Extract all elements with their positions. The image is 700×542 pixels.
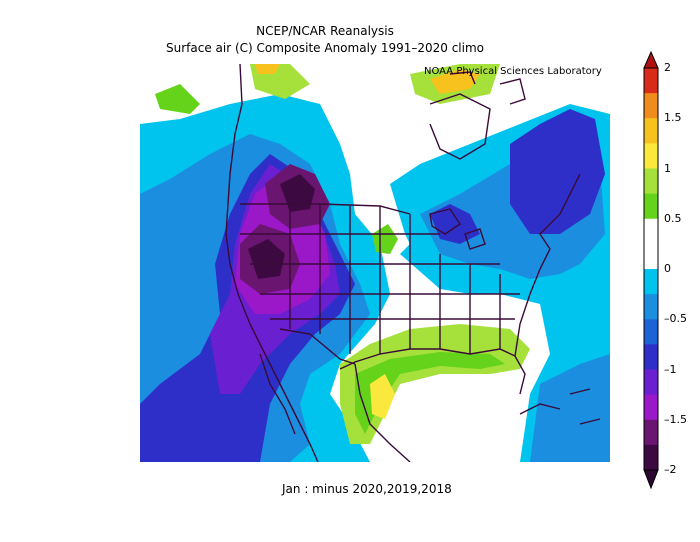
colorbar-segment <box>644 68 658 94</box>
field-yellow-gulf <box>370 374 395 419</box>
field-blue-southeast <box>530 354 610 462</box>
title-line-1: NCEP/NCAR Reanalysis <box>256 24 394 38</box>
colorbar-tick-label: 1 <box>664 161 671 175</box>
colorbar-segment <box>644 344 658 370</box>
field-indigo-lakes <box>430 204 480 244</box>
colorbar-segment <box>644 243 658 270</box>
canada-islands <box>449 71 526 105</box>
field-yellow-north <box>255 64 280 74</box>
colorbar-tick-label: –1.5 <box>664 412 687 426</box>
colorbar-frame <box>643 67 659 471</box>
coast-gulf <box>339 348 526 395</box>
footer-text: Jan : minus 2020,2019,2018 <box>282 482 452 496</box>
field-darkest-north <box>280 174 315 212</box>
title-line-2: Surface air (C) Composite Anomaly 1991–2… <box>165 41 485 55</box>
colorbar-tick-label: 0.5 <box>664 211 682 225</box>
colorbar-tick-label: –1 <box>664 362 677 376</box>
colorbar-segment <box>644 444 658 471</box>
anomaly-map <box>140 64 610 462</box>
coast-baja <box>259 353 296 435</box>
colorbar-segment <box>644 294 658 320</box>
colorbar <box>643 50 659 490</box>
field-green-gulf <box>355 352 505 434</box>
colorbar-segment <box>644 419 658 446</box>
boundaries <box>225 64 601 462</box>
colorbar-segment <box>644 143 658 169</box>
lakes <box>429 208 486 250</box>
coast-mexico-east <box>354 363 411 462</box>
colorbar-segment <box>644 369 658 396</box>
colorbar-tick-label: –0.5 <box>664 312 687 326</box>
field-indigo-northeast <box>510 109 605 234</box>
colorbar-max-arrow <box>643 50 659 69</box>
coast-east <box>514 173 581 357</box>
colorbar-segment <box>644 394 658 421</box>
colorbar-segment <box>644 93 658 119</box>
field-green-minnesota <box>372 224 398 254</box>
caribbean <box>519 388 601 425</box>
lab-label: NOAA Physical Sciences Laboratory <box>424 66 602 77</box>
colorbar-segment <box>644 118 658 144</box>
border-us-mexico <box>279 328 356 365</box>
colorbar-tick-label: –2 <box>664 463 677 476</box>
field-orange-hudson <box>430 69 480 94</box>
colorbar-segment <box>644 193 658 220</box>
state-lines <box>240 204 520 354</box>
colorbar-segment <box>644 168 658 195</box>
colorbar-tick-label: 2 <box>664 61 671 74</box>
colorbar-min-arrow <box>643 469 659 490</box>
coast-west <box>225 64 319 462</box>
hudson-bay <box>429 93 491 160</box>
colorbar-segment <box>644 218 658 245</box>
border-canada-us <box>240 203 411 215</box>
colorbar-tick-label: 1.5 <box>664 111 682 125</box>
colorbar-tick-label: 0 <box>664 262 671 275</box>
field-darkest-south <box>248 239 285 279</box>
field-green-northwest <box>155 84 200 114</box>
colorbar-segment <box>644 269 658 295</box>
colorbar-segment <box>644 319 658 345</box>
